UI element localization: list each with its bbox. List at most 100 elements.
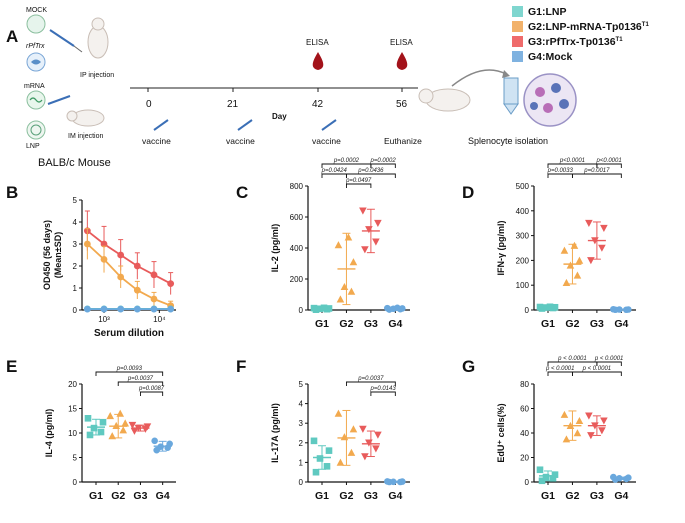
flask-mock-icon <box>26 14 46 34</box>
chart-g-edu: 0 20 40 60 80 G1 G2 G3 G4 EdU⁺ cells(%) p < 0.0001… <box>496 356 636 502</box>
d-p-value: p<0.0001 <box>559 158 585 164</box>
chart-f-il17a: 0 1 2 3 4 5 G1 G2 G3 G4 IL-17A (pg/ml) p=0.0037 p=0.… <box>270 376 410 502</box>
g-point <box>560 410 569 418</box>
chart-d-ifng: 0 100 200 300 400 500 G1 G2 G3 G4 IFN-γ (pg/ml) p<0… <box>496 158 636 330</box>
g-y-tick-label: 0 <box>525 478 530 487</box>
b-point-g3 <box>167 280 175 287</box>
blood-drop-icon-1 <box>312 52 324 70</box>
day-label-56: 56 <box>396 99 408 110</box>
event-label-56: Euthanize <box>384 136 422 146</box>
g-point <box>600 417 608 425</box>
g-point <box>610 473 617 481</box>
d-point <box>625 306 632 313</box>
panel-label-b: B <box>6 183 18 202</box>
legend-label-g2-main: G2:LNP-mRNA-Tp0136 <box>528 21 642 33</box>
f-y-tick-label: 2 <box>299 439 304 448</box>
d-x-tick-label: G2 <box>565 318 579 330</box>
g-point <box>542 473 550 481</box>
c-y-tick-label: 0 <box>299 306 304 315</box>
f-y-tick-label: 0 <box>299 478 304 487</box>
e-y-label: IL-4 (pg/ml) <box>44 409 54 458</box>
b-point-g3 <box>133 262 141 270</box>
b-point-g2 <box>117 273 125 281</box>
c-point <box>394 304 401 312</box>
panel-a: A MOCK rPfTrx IP injection mRNA LNP IM i… <box>6 6 649 169</box>
f-x-tick-label: G2 <box>339 490 353 502</box>
g-x-tick-label: G1 <box>541 490 555 502</box>
b-point-g2 <box>100 256 108 263</box>
d-x-tick-label: G3 <box>590 318 604 330</box>
g-point <box>598 427 606 435</box>
b-series-line-g2 <box>86 243 171 307</box>
d-point <box>542 304 550 311</box>
f-point <box>312 468 320 476</box>
d-point <box>551 303 559 311</box>
arrowhead-icon <box>502 70 510 78</box>
e-point <box>84 415 92 422</box>
b-y-tick-label: 3 <box>73 240 78 249</box>
g-p-value: p < 0.0001 <box>545 366 575 372</box>
f-point <box>361 453 369 461</box>
e-x-tick-label: G3 <box>133 490 147 502</box>
e-point <box>166 440 173 448</box>
day-axis-label: Day <box>272 112 287 121</box>
day-label-21: 21 <box>227 99 239 110</box>
e-point <box>134 424 143 432</box>
e-point <box>106 412 115 420</box>
splenocyte-label: Splenocyte isolation <box>468 136 548 146</box>
f-point <box>365 439 373 447</box>
b-series-line-g3 <box>86 230 172 285</box>
d-y-tick-label: 300 <box>516 232 530 241</box>
legend-swatch-g1 <box>512 6 523 17</box>
c-x-tick-label: G3 <box>364 318 378 330</box>
b-point-g4 <box>83 305 91 313</box>
f-p-value: p=0.0037 <box>357 376 384 382</box>
c-p-value: p=0.0424 <box>321 168 348 174</box>
b-point-g4 <box>100 305 108 313</box>
c-point <box>372 238 380 246</box>
d-point <box>587 257 595 265</box>
vaccine-syringe-icon-3 <box>321 119 337 131</box>
tube-tip-icon <box>503 103 519 115</box>
cell-icon-1 <box>535 87 545 97</box>
event-label-21: vaccine <box>226 136 255 146</box>
label-ip-injection: IP injection <box>80 72 114 79</box>
legend-swatch-g3 <box>512 36 523 47</box>
d-point <box>616 306 623 313</box>
elisa-label-2: ELISA <box>390 38 413 47</box>
event-label-42: vaccine <box>312 136 341 146</box>
g-point <box>591 422 599 430</box>
panel-label-a: A <box>6 27 18 46</box>
event-label-0: vaccine <box>142 136 171 146</box>
panel-label-g: G <box>462 357 475 376</box>
c-p-value: p=0.0497 <box>345 178 372 184</box>
e-y-tick-label: 20 <box>68 380 77 389</box>
d-sig-bracket <box>571 173 622 178</box>
d-point <box>566 261 575 269</box>
c-point <box>336 295 345 303</box>
g-point <box>536 466 544 474</box>
d-sig-bracket <box>547 173 573 178</box>
c-point <box>325 305 333 312</box>
c-y-label: IL-2 (pg/ml) <box>270 224 280 273</box>
b-x-tick-label: 10³ <box>98 315 110 324</box>
g-p-value: p < 0.0001 <box>557 356 587 362</box>
d-point <box>600 224 608 232</box>
c-sig-bracket <box>370 163 396 168</box>
mouse-im-head-icon <box>66 110 78 122</box>
syringe-im-icon <box>47 95 71 105</box>
e-point <box>151 437 158 445</box>
e-point <box>86 431 94 439</box>
g-y-label: EdU⁺ cells(%) <box>496 403 506 462</box>
d-point <box>610 305 617 313</box>
e-point <box>108 432 117 440</box>
e-sig-bracket <box>95 371 164 376</box>
d-y-tick-label: 100 <box>516 281 530 290</box>
legend-label-g3-main: G3:rPfTrx-Tp0136 <box>528 36 616 48</box>
b-y-label-2: (Mean±SD) <box>53 232 63 278</box>
g-sig-bracket <box>547 371 573 376</box>
panel-label-d: D <box>462 183 474 202</box>
c-point <box>344 233 353 241</box>
legend: G1:LNP G2:LNP-mRNA-Tp0136T1 G3:rPfTrx-Tp… <box>512 6 649 63</box>
